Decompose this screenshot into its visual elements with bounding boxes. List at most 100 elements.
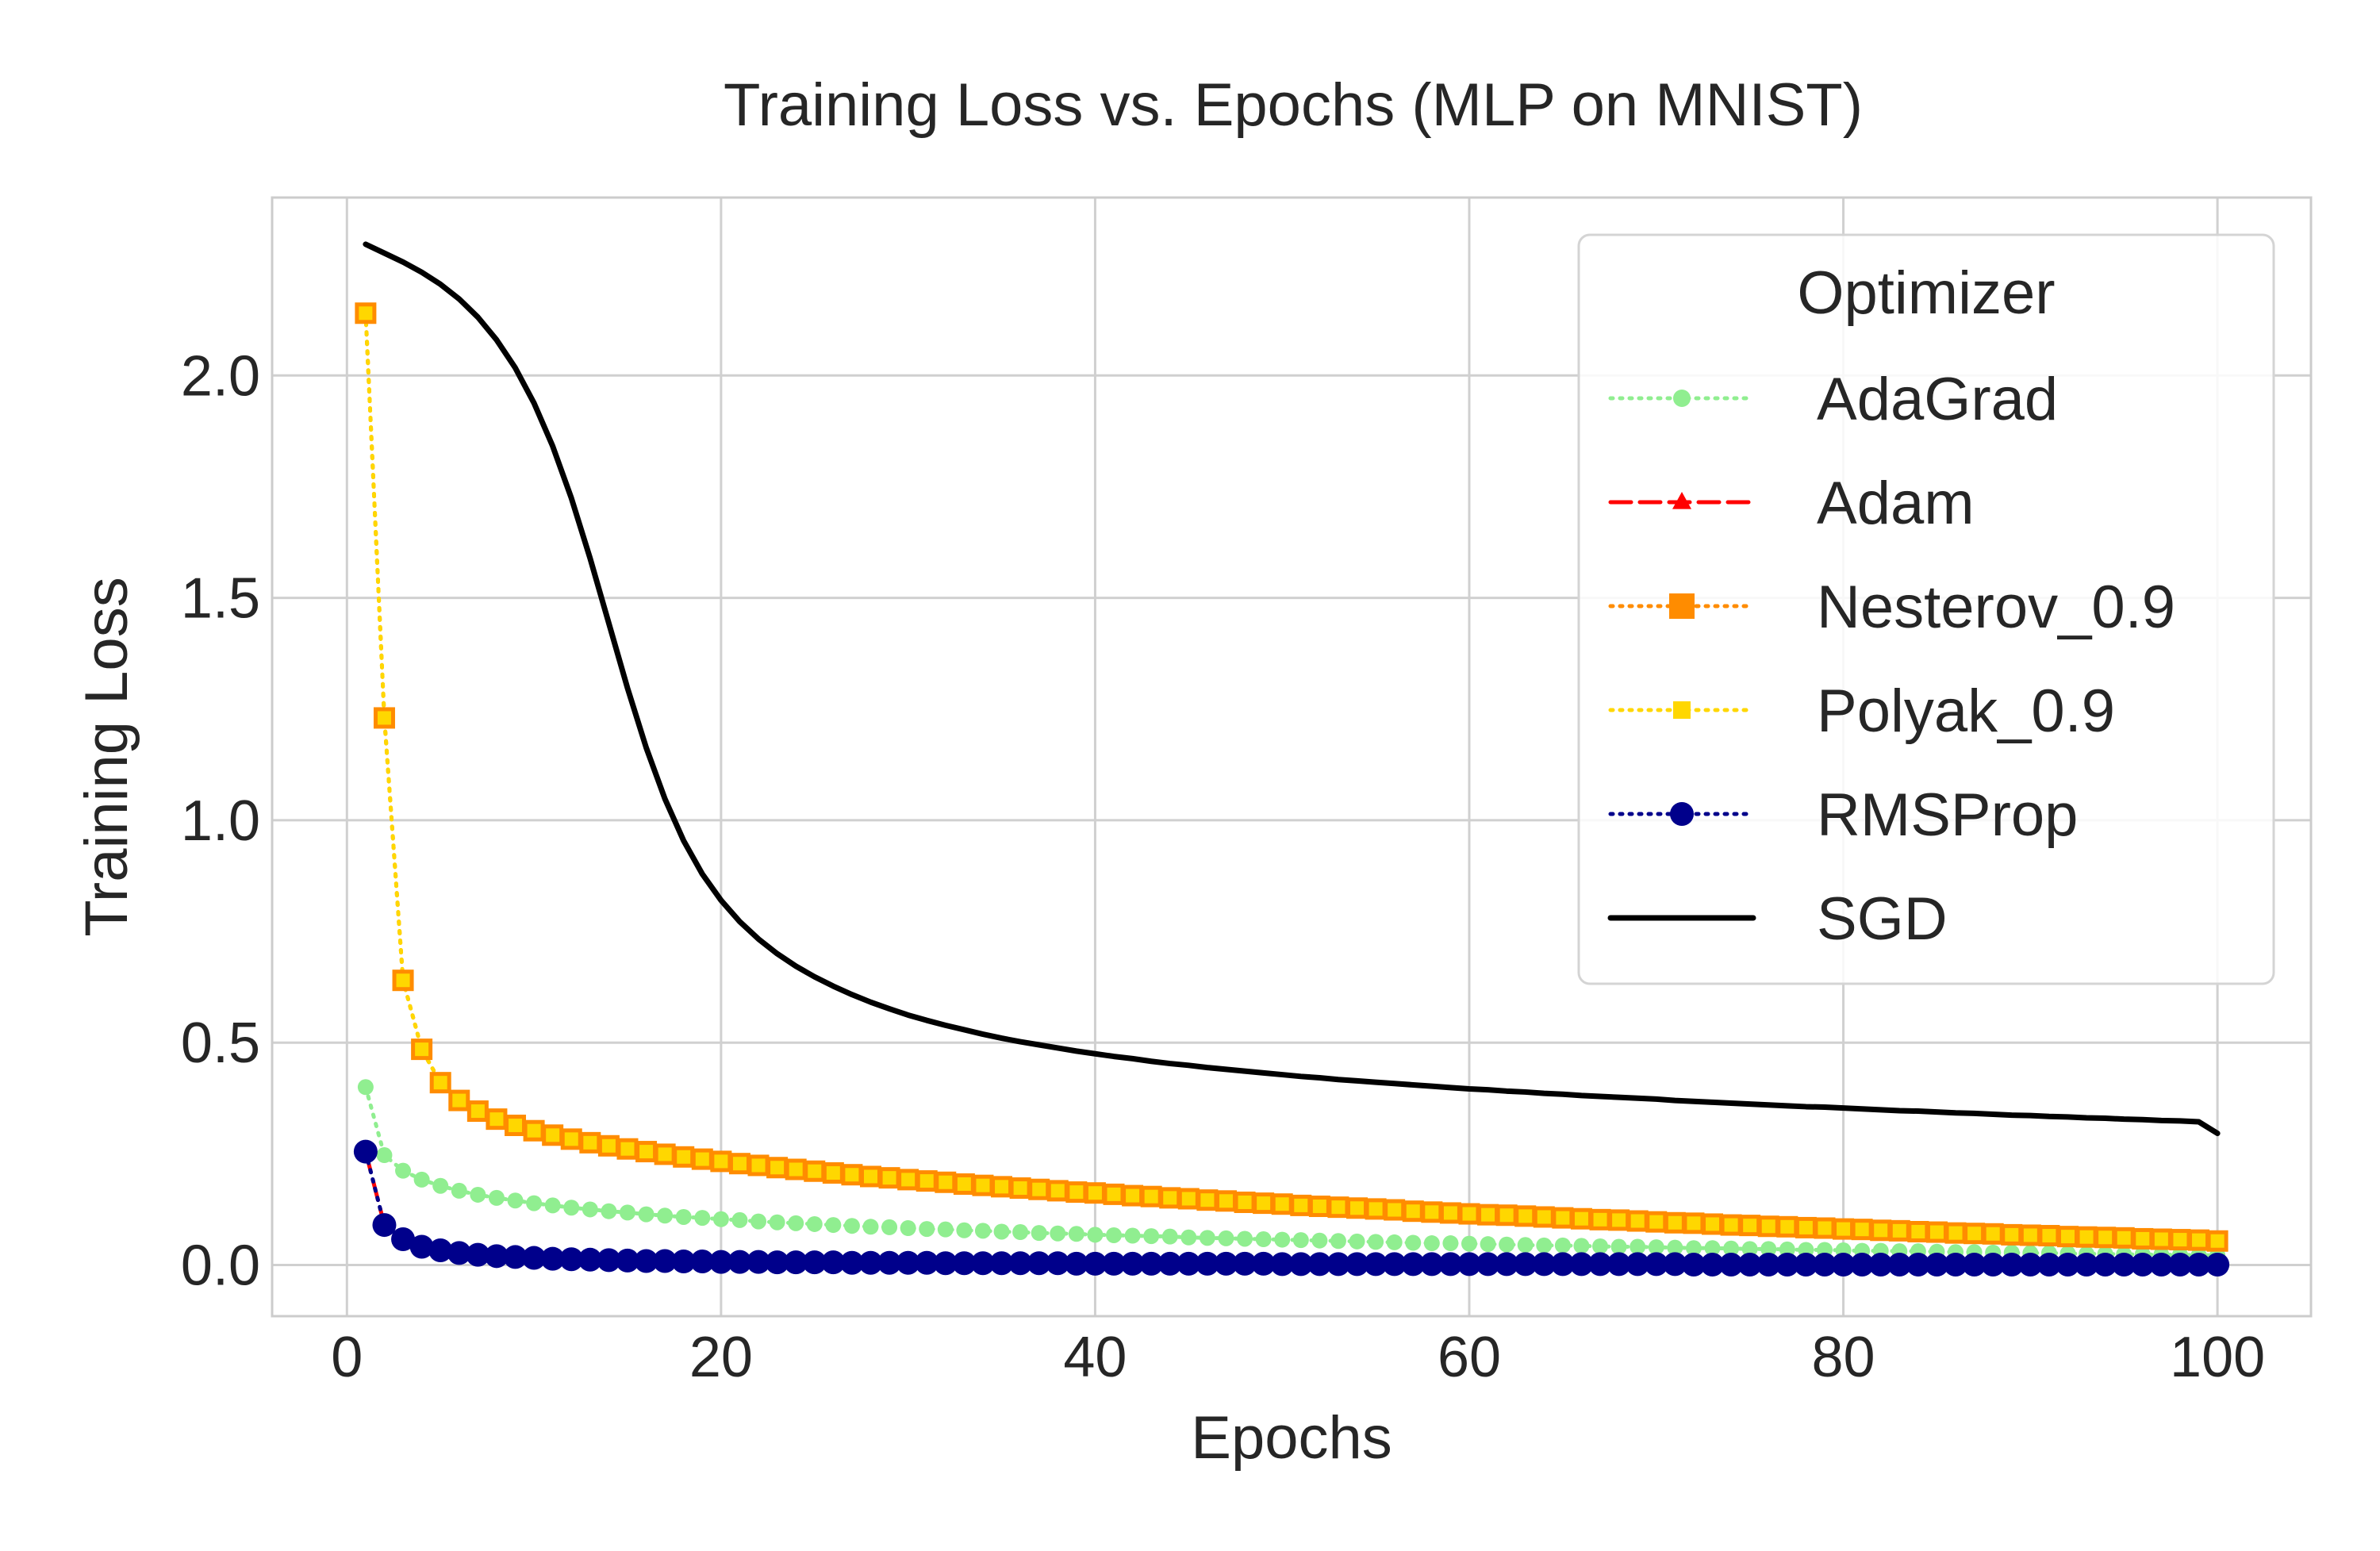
data-point-polyak-0-9 [1608, 1209, 1630, 1231]
data-point-adagrad [788, 1215, 804, 1231]
data-point-rmsprop [989, 1251, 1014, 1276]
data-point-polyak-0-9 [2169, 1229, 2191, 1251]
data-point-polyak-0-9 [2094, 1227, 2117, 1249]
data-point-adagrad [1499, 1236, 1515, 1253]
data-point-rmsprop [933, 1251, 958, 1276]
legend-item-adam[interactable]: Adam [1608, 470, 1975, 537]
data-point-rmsprop [634, 1249, 658, 1273]
data-point-polyak-0-9 [991, 1176, 1013, 1198]
y-tick-label: 2.0 [181, 344, 260, 408]
x-tick-label: 40 [1063, 1326, 1127, 1389]
data-point-adagrad [1255, 1231, 1272, 1248]
data-point-rmsprop [1775, 1252, 1799, 1277]
data-point-adagrad [563, 1200, 580, 1216]
data-point-polyak-0-9 [1795, 1216, 1817, 1238]
data-point-polyak-0-9 [935, 1171, 957, 1193]
data-point-polyak-0-9 [822, 1161, 844, 1184]
legend-item-adagrad[interactable]: AdaGrad [1608, 366, 2058, 433]
data-point-rmsprop [2149, 1252, 2174, 1277]
data-point-rmsprop [1887, 1252, 1912, 1277]
data-point-adagrad [1292, 1232, 1309, 1249]
data-point-polyak-0-9 [411, 1038, 433, 1061]
data-point-adagrad [862, 1219, 879, 1235]
data-point-adagrad [1180, 1229, 1197, 1246]
data-point-polyak-0-9 [673, 1146, 695, 1168]
data-point-rmsprop [747, 1250, 771, 1274]
data-point-polyak-0-9 [1982, 1223, 2004, 1245]
data-point-polyak-0-9 [710, 1150, 732, 1173]
data-point-adagrad [993, 1223, 1010, 1240]
data-point-rmsprop [428, 1238, 453, 1263]
data-point-polyak-0-9 [2075, 1226, 2098, 1248]
data-point-polyak-0-9 [804, 1160, 826, 1182]
data-point-polyak-0-9 [1196, 1189, 1219, 1211]
data-point-rmsprop [2036, 1252, 2061, 1277]
data-point-rmsprop [952, 1251, 977, 1276]
data-point-rmsprop [1495, 1252, 1519, 1277]
data-point-rmsprop [2056, 1252, 2080, 1277]
data-point-polyak-0-9 [597, 1134, 620, 1157]
data-point-polyak-0-9 [1664, 1211, 1686, 1234]
data-point-rmsprop [2018, 1252, 2043, 1277]
data-point-rmsprop [1644, 1252, 1668, 1277]
data-point-polyak-0-9 [1964, 1223, 1986, 1245]
data-point-rmsprop [1345, 1252, 1369, 1277]
data-point-adagrad [1554, 1237, 1571, 1253]
data-point-adagrad [507, 1192, 524, 1209]
data-point-polyak-0-9 [373, 707, 395, 729]
data-point-adagrad [357, 1079, 374, 1096]
data-point-adagrad [1106, 1227, 1123, 1243]
data-point-adagrad [843, 1218, 860, 1234]
legend-item-polyak-0-9[interactable]: Polyak_0.9 [1608, 678, 2115, 745]
data-point-adagrad [619, 1204, 635, 1221]
data-point-rmsprop [2112, 1252, 2136, 1277]
data-point-polyak-0-9 [916, 1170, 938, 1192]
data-point-rmsprop [2205, 1252, 2230, 1277]
data-point-adagrad [1143, 1228, 1160, 1245]
data-point-adagrad [1050, 1225, 1066, 1242]
data-point-polyak-0-9 [1177, 1188, 1200, 1210]
data-point-rmsprop [1700, 1252, 1725, 1277]
data-point-rmsprop [821, 1250, 846, 1275]
data-point-adagrad [1480, 1236, 1496, 1253]
data-point-adagrad [488, 1189, 505, 1206]
data-point-polyak-0-9 [1683, 1212, 1705, 1234]
data-point-polyak-0-9 [1533, 1206, 1555, 1228]
data-point-polyak-0-9 [560, 1128, 582, 1150]
data-point-polyak-0-9 [1720, 1214, 1742, 1236]
data-point-rmsprop [597, 1248, 621, 1273]
data-point-rmsprop [915, 1250, 939, 1275]
data-point-adagrad [1218, 1230, 1234, 1246]
data-point-adagrad [544, 1197, 561, 1214]
data-point-rmsprop [1438, 1252, 1463, 1277]
data-point-adagrad [1648, 1239, 1664, 1256]
legend-item-nesterov-0-9[interactable]: Nesterov_0.9 [1608, 574, 2175, 641]
data-point-polyak-0-9 [1159, 1187, 1181, 1209]
data-point-rmsprop [1177, 1251, 1201, 1276]
data-point-rmsprop [690, 1250, 715, 1274]
legend-marker-rmsprop [1670, 802, 1694, 826]
legend-marker-nesterov-0-9 [1669, 593, 1695, 619]
data-point-adagrad [376, 1147, 393, 1164]
legend-title: Optimizer [1797, 259, 2055, 327]
data-point-polyak-0-9 [1384, 1199, 1406, 1221]
x-tick-label: 0 [331, 1326, 363, 1389]
legend-item-rmsprop[interactable]: RMSProp [1608, 781, 2078, 849]
data-point-polyak-0-9 [1925, 1221, 1948, 1243]
legend[interactable]: Optimizer AdaGrad Adam Nesterov_0.9 Polyak_… [1577, 233, 2275, 985]
data-point-rmsprop [2167, 1252, 2192, 1277]
data-point-adagrad [413, 1171, 430, 1188]
data-point-rmsprop [353, 1139, 378, 1164]
data-point-rmsprop [522, 1246, 547, 1270]
data-point-adagrad [1442, 1235, 1459, 1252]
data-point-rmsprop [1906, 1252, 1930, 1277]
data-point-polyak-0-9 [2056, 1226, 2079, 1248]
data-point-rmsprop [1046, 1251, 1070, 1276]
x-tick-label: 80 [1812, 1326, 1875, 1389]
legend-item-sgd[interactable]: SGD [1607, 885, 1948, 953]
data-point-rmsprop [1139, 1251, 1164, 1276]
data-point-adagrad [1536, 1237, 1553, 1253]
x-tick-label: 20 [689, 1326, 753, 1389]
